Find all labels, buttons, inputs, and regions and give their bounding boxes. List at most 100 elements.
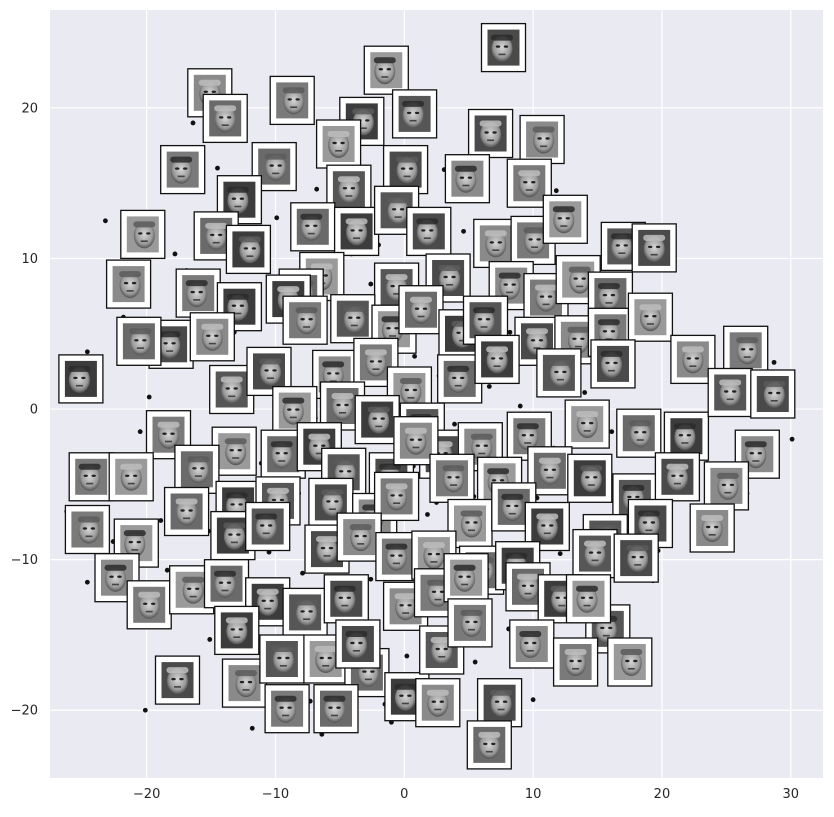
face-thumbnail (572, 528, 618, 579)
face-thumbnail (415, 678, 461, 728)
face-thumbnail (527, 446, 573, 496)
face-thumbnail (567, 453, 613, 503)
face-thumbnail (326, 164, 372, 214)
data-point (146, 394, 152, 400)
face-thumbnail (108, 452, 154, 502)
face-thumbnail (163, 486, 210, 537)
data-point (461, 228, 466, 234)
face-thumbnail (120, 209, 166, 260)
face-thumbnail (565, 574, 612, 624)
face-thumbnail (476, 678, 523, 728)
data-point (207, 637, 213, 642)
data-point (142, 707, 148, 713)
face-thumbnail (564, 399, 610, 449)
face-thumbnail (203, 559, 250, 609)
face-thumbnail (631, 223, 677, 273)
data-point (190, 120, 196, 126)
data-point (368, 281, 374, 287)
face-thumbnail (552, 637, 599, 687)
face-thumbnail (375, 531, 421, 582)
face-thumbnail (466, 720, 512, 770)
y-axis-ticks: −20 −10 0 10 20 (11, 101, 38, 718)
face-thumbnail (64, 504, 111, 555)
face-thumbnail (282, 295, 328, 345)
face-thumbnail (323, 574, 369, 624)
face-thumbnail (474, 334, 520, 385)
data-point (609, 429, 615, 435)
face-thumbnail (245, 501, 291, 552)
face-thumbnail (363, 45, 409, 95)
face-thumbnail (174, 444, 220, 494)
face-thumbnail (335, 619, 381, 669)
face-thumbnail (723, 325, 769, 375)
data-point (771, 359, 777, 365)
y-tick-label: 20 (21, 101, 38, 116)
data-point (553, 188, 559, 194)
face-thumbnail (524, 501, 570, 552)
face-thumbnail (290, 202, 336, 252)
face-thumbnail (246, 346, 292, 397)
data-point (172, 251, 178, 257)
face-thumbnail (315, 119, 362, 169)
face-thumbnail (116, 316, 162, 366)
data-point (507, 329, 513, 335)
face-thumbnail (406, 206, 452, 257)
face-thumbnail (169, 565, 215, 615)
face-thumbnail (654, 452, 701, 502)
face-thumbnail (126, 580, 172, 630)
face-thumbnail (607, 637, 653, 687)
face-thumbnail (663, 411, 710, 461)
face-thumbnail (214, 605, 260, 656)
face-thumbnail (382, 144, 429, 195)
data-point (274, 215, 280, 221)
face-thumbnail (251, 141, 297, 192)
face-thumbnail (269, 75, 315, 126)
face-thumbnail (447, 598, 493, 648)
data-point (249, 725, 255, 731)
y-tick-label: −20 (11, 704, 38, 719)
face-thumbnail (536, 348, 582, 398)
face-thumbnail (354, 394, 400, 445)
data-point (582, 390, 588, 395)
data-point (84, 349, 90, 355)
face-thumbnail (225, 224, 272, 275)
face-thumbnail (330, 294, 376, 344)
data-point (215, 165, 220, 171)
face-thumbnail (336, 512, 382, 562)
face-thumbnail (627, 292, 674, 342)
face-thumbnail (437, 354, 483, 404)
data-point (452, 421, 457, 427)
face-thumbnails (58, 22, 796, 770)
data-point (84, 579, 90, 585)
face-thumbnail (154, 655, 201, 705)
face-thumbnail (373, 471, 420, 522)
face-thumbnail (353, 337, 399, 388)
face-thumbnail (703, 461, 750, 511)
data-point (530, 697, 536, 703)
face-thumbnail (707, 367, 753, 418)
face-thumbnail (616, 408, 662, 458)
data-point (517, 403, 523, 409)
face-thumbnail (480, 22, 527, 73)
y-tick-label: 0 (30, 403, 38, 418)
face-thumbnail (189, 312, 235, 362)
data-point (314, 186, 320, 192)
face-thumbnail (542, 194, 588, 244)
face-thumbnail (443, 553, 489, 603)
data-point (102, 218, 108, 224)
face-thumbnail (467, 108, 514, 159)
face-thumbnail (282, 587, 328, 638)
data-point (412, 353, 417, 359)
face-thumbnail (175, 268, 221, 318)
face-thumbnail (319, 381, 366, 431)
face-thumbnail (68, 452, 114, 502)
data-point (472, 659, 478, 665)
data-point (368, 576, 374, 582)
data-point (158, 518, 164, 523)
face-thumbnail (429, 453, 475, 503)
face-thumbnail (519, 114, 565, 165)
data-point (486, 384, 492, 389)
face-thumbnail (391, 89, 438, 139)
face-thumbnail (613, 533, 659, 583)
face-thumbnail (105, 259, 152, 309)
